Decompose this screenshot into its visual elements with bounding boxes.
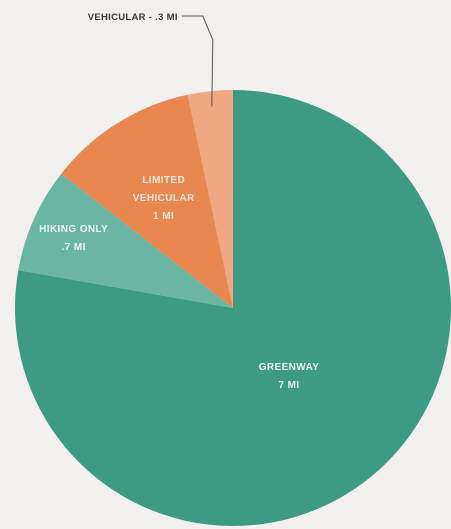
callout-label-vehicular: VEHICULAR - .3 MI [88,12,178,23]
slice-label-limited-vehicular-line-1: VEHICULAR [133,193,195,204]
callout-leader-line [181,15,214,107]
slice-label-limited-vehicular-line-0: LIMITED [142,175,185,186]
slice-label-hiking-only-line-1: .7 MI [62,242,86,253]
slice-label-hiking-only-line-0: HIKING ONLY [39,224,108,235]
slice-label-greenway-line-0: GREENWAY [259,362,320,373]
pie-slice-greenway [15,90,451,526]
slice-label-limited-vehicular-line-2: 1 MI [153,211,174,222]
pie-slices [15,90,451,526]
pie-slice-hiking-only [18,173,234,308]
slice-label-greenway-line-1: 7 MI [279,380,300,391]
callouts: VEHICULAR - .3 MI [88,12,214,107]
pie-slice-limited-vehicular [61,94,234,308]
pie-slice-vehicular [187,90,233,308]
slice-labels: GREENWAY 7 MI HIKING ONLY .7 MI LIMITED VEHIC… [39,175,319,391]
